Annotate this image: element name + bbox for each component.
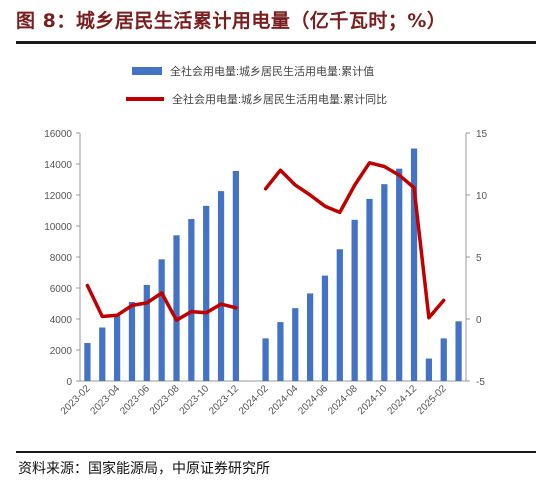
footer-divider — [16, 451, 536, 453]
bar — [217, 191, 225, 381]
bar — [366, 198, 373, 381]
left-tick-label: 4000 — [50, 315, 73, 326]
bar — [113, 315, 121, 381]
bar — [455, 321, 462, 381]
right-tick-label: 10 — [476, 191, 488, 202]
bar — [262, 338, 269, 381]
bar — [158, 259, 165, 381]
x-tick-label: 2025-02 — [415, 383, 449, 417]
bar — [440, 338, 447, 381]
left-tick-label: 10000 — [44, 222, 72, 233]
right-tick-label: -5 — [476, 377, 485, 388]
left-tick-label: 8000 — [50, 253, 73, 264]
series-line-segment — [85, 283, 238, 322]
bar — [84, 343, 91, 381]
bar — [277, 322, 284, 381]
bar — [232, 170, 240, 381]
bar — [351, 219, 358, 381]
left-tick-label: 0 — [66, 377, 72, 388]
x-tick-label: 2024-12 — [385, 383, 419, 417]
right-tick-label: 15 — [476, 129, 488, 140]
x-tick-label: 2023-04 — [89, 383, 123, 417]
bar — [425, 358, 433, 381]
legend-line-label: 全社会用电量:城乡居民生活用电量:累计同比 — [172, 92, 387, 106]
x-tick-label: 2024-10 — [356, 383, 390, 417]
bar-series — [84, 148, 462, 381]
chart-legend: 全社会用电量:城乡居民生活用电量:累计值 全社会用电量:城乡居民生活用电量:累计… — [126, 64, 387, 106]
bar — [410, 148, 418, 381]
bar — [306, 293, 314, 381]
x-tick-label: 2024-08 — [326, 383, 360, 417]
left-tick-label: 6000 — [50, 284, 73, 295]
bar — [128, 301, 136, 381]
left-tick-label: 14000 — [44, 160, 72, 171]
series-line-segment — [263, 161, 446, 320]
x-tick-label: 2023-02 — [59, 383, 93, 417]
bar — [381, 184, 388, 381]
x-tick-label: 2023-08 — [148, 383, 182, 417]
x-tick-label: 2023-06 — [118, 383, 152, 417]
left-tick-label: 12000 — [44, 191, 72, 202]
bar — [396, 168, 403, 381]
right-tick-label: 5 — [476, 253, 482, 264]
bar — [188, 219, 195, 381]
left-tick-label: 16000 — [44, 129, 72, 140]
left-tick-label: 2000 — [50, 346, 73, 357]
bar — [336, 249, 343, 381]
source-note: 资料来源：国家能源局，中原证券研究所 — [18, 461, 270, 477]
bar — [173, 235, 180, 381]
chart-title: 图 8：城乡居民生活累计用电量（亿千瓦时；%） — [16, 10, 447, 32]
x-tick-label: 2024-04 — [267, 383, 301, 417]
legend-bar-label: 全社会用电量:城乡居民生活用电量:累计值 — [170, 64, 374, 78]
bar — [292, 308, 299, 381]
x-tick-label: 2024-02 — [237, 383, 271, 417]
legend-bar-swatch — [132, 67, 162, 75]
x-tick-label: 2023-10 — [178, 383, 212, 417]
x-tick-label: 2023-12 — [207, 383, 241, 417]
bar — [143, 284, 150, 381]
bar — [203, 205, 210, 381]
line-series — [85, 161, 446, 322]
title-divider — [16, 41, 536, 44]
bar — [99, 327, 106, 381]
bar — [321, 275, 329, 381]
x-tick-label: 2024-06 — [296, 383, 330, 417]
right-tick-label: 0 — [476, 315, 482, 326]
